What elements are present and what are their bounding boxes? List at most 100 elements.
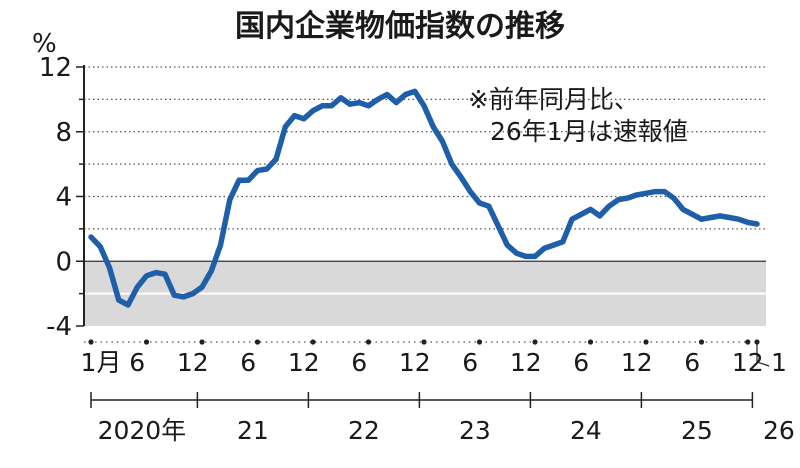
x-tick-label: 12	[288, 348, 320, 377]
y-tick-label: -4	[46, 312, 72, 342]
year-label: 22	[348, 416, 380, 445]
data-point	[756, 223, 758, 225]
data-point	[534, 255, 536, 258]
data-point	[506, 244, 509, 246]
y-unit-label: %	[32, 29, 57, 59]
x-tick-dot	[745, 339, 751, 345]
data-point	[682, 208, 684, 211]
x-tick-label: 12	[621, 348, 653, 377]
data-point	[460, 176, 462, 178]
x-tick-dot	[532, 339, 538, 345]
data-point	[265, 168, 268, 170]
x-tick-label: 12	[510, 348, 542, 377]
x-tick-dot	[143, 339, 150, 345]
data-point	[395, 101, 398, 104]
data-point	[136, 286, 139, 289]
x-tick-label: 12	[177, 348, 209, 377]
data-point	[691, 213, 694, 216]
data-point	[164, 273, 166, 276]
x-tick-dot	[698, 339, 705, 345]
chart-title: 国内企業物価指数の推移	[235, 9, 565, 44]
x-tick-dot	[88, 339, 94, 345]
data-point	[339, 96, 342, 99]
y-tick-label: 8	[55, 118, 72, 148]
data-point	[737, 218, 740, 221]
x-tick-dot	[476, 339, 483, 345]
data-point	[672, 197, 675, 200]
x-tick-dot	[643, 339, 649, 345]
x-tick-label: 6	[684, 348, 700, 377]
data-point	[469, 190, 472, 193]
data-point	[524, 255, 527, 258]
data-point	[127, 304, 129, 306]
data-point	[700, 218, 703, 221]
x-tick-dot	[310, 339, 316, 345]
data-point	[173, 294, 176, 297]
data-point	[404, 93, 407, 96]
data-point	[719, 215, 721, 217]
x-tick-dot	[199, 339, 205, 345]
data-point	[497, 224, 499, 227]
data-point	[312, 109, 314, 112]
x-tick-dot	[421, 339, 427, 345]
data-point	[450, 163, 453, 166]
year-label: 25	[681, 416, 713, 445]
y-tick-label: 12	[39, 53, 72, 83]
data-point	[321, 104, 324, 107]
data-point	[219, 244, 222, 246]
data-point	[210, 270, 213, 272]
year-label: 24	[570, 416, 602, 445]
x-tick-dot	[587, 339, 594, 345]
data-point	[247, 179, 250, 182]
data-point	[349, 103, 351, 106]
x-tick-label: 6	[351, 348, 367, 377]
data-point	[191, 292, 194, 295]
x-tick-label: 6	[573, 348, 589, 377]
data-point	[145, 274, 148, 277]
data-point	[487, 205, 490, 208]
data-point	[330, 104, 333, 107]
data-point	[413, 90, 416, 93]
data-point	[746, 221, 749, 224]
data-point	[228, 198, 231, 201]
year-label: 21	[237, 416, 269, 445]
data-point	[99, 245, 102, 248]
data-point	[478, 202, 481, 204]
x-tick-label: 1月	[81, 348, 122, 377]
data-point	[654, 190, 657, 193]
data-point	[386, 93, 388, 96]
data-point	[552, 244, 555, 246]
data-point	[709, 216, 712, 219]
data-point	[608, 205, 610, 208]
data-point	[154, 271, 157, 274]
y-tick-label: 4	[55, 183, 72, 213]
data-point	[108, 266, 111, 269]
year-label: 23	[459, 416, 491, 445]
data-point	[275, 158, 277, 161]
data-point	[182, 295, 185, 298]
data-point	[302, 117, 305, 120]
x-tick-label: 1	[771, 348, 787, 377]
year-label: 2020年	[98, 416, 187, 445]
data-point	[543, 247, 546, 250]
data-point	[376, 98, 379, 101]
x-tick-label: 6	[240, 348, 256, 377]
data-point	[256, 169, 259, 172]
year-label: 26	[763, 416, 795, 445]
data-point	[432, 125, 435, 128]
data-point	[423, 104, 425, 107]
x-tick-label: 12	[399, 348, 431, 377]
data-point	[626, 197, 629, 200]
data-point	[284, 125, 287, 128]
data-point	[598, 215, 601, 217]
data-point	[117, 299, 120, 301]
data-point	[571, 218, 573, 221]
y-tick-label: 0	[55, 247, 72, 277]
data-point	[728, 216, 731, 219]
data-point	[645, 192, 647, 195]
x-tick-dot	[365, 339, 372, 345]
data-point	[238, 179, 240, 182]
data-point	[367, 104, 370, 107]
